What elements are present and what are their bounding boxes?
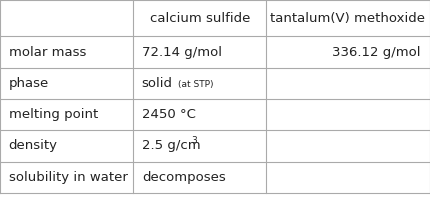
Text: density: density [8, 139, 57, 153]
Text: tantalum(V) methoxide: tantalum(V) methoxide [271, 12, 426, 25]
Text: solubility in water: solubility in water [8, 171, 127, 184]
Text: (at STP): (at STP) [178, 80, 214, 89]
Text: 336.12 g/mol: 336.12 g/mol [332, 45, 421, 59]
Text: 3: 3 [191, 136, 197, 145]
Text: phase: phase [8, 77, 49, 90]
Text: melting point: melting point [8, 108, 98, 121]
Text: calcium sulfide: calcium sulfide [149, 12, 250, 25]
Text: molar mass: molar mass [8, 45, 86, 59]
Text: solid: solid [142, 77, 173, 90]
Text: decomposes: decomposes [142, 171, 225, 184]
Text: 72.14 g/mol: 72.14 g/mol [142, 45, 222, 59]
Text: 2450 °C: 2450 °C [142, 108, 196, 121]
Text: 2.5 g/cm: 2.5 g/cm [142, 139, 200, 153]
